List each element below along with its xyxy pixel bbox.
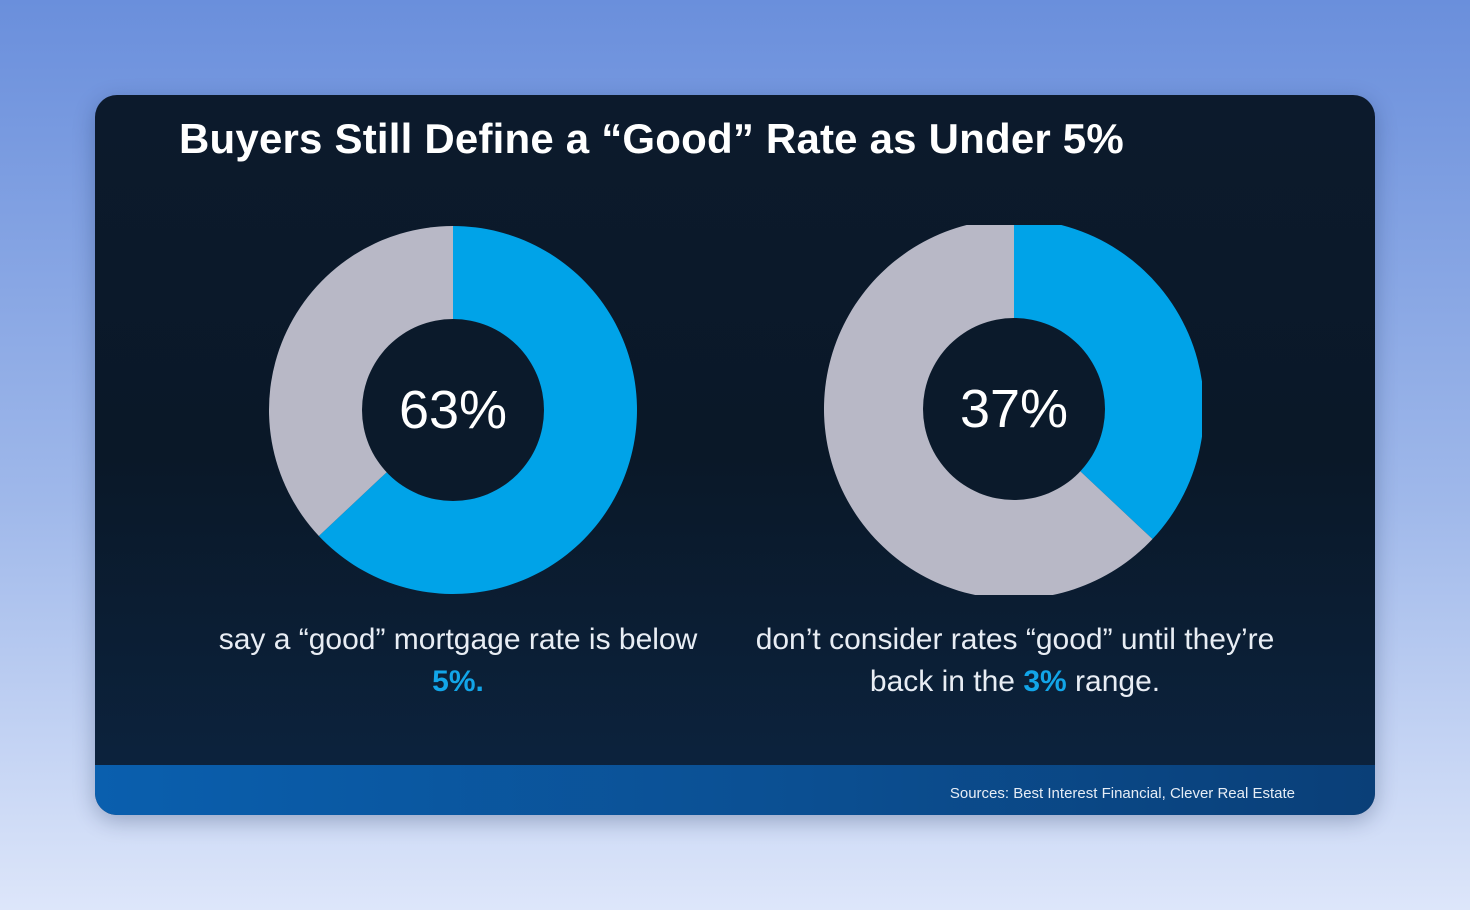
caption-text-end: range.: [1075, 665, 1161, 698]
donut-center-label: 37%: [960, 379, 1068, 439]
donut-center-label: 63%: [399, 380, 507, 440]
slide-title: Buyers Still Define a “Good” Rate as Und…: [179, 115, 1124, 162]
caption-highlight: 5%.: [432, 665, 484, 698]
donut-chart-1: 63%: [268, 226, 637, 594]
caption-text: say a “good” mortgage rate is below: [218, 623, 698, 656]
sources-text: Sources: Best Interest Financial, Clever…: [949, 785, 1295, 802]
donut-chart-2: 37%: [824, 225, 1202, 595]
donut-caption-2: don’t consider rates “good” until they’r…: [755, 619, 1275, 703]
sources-footer-bar: Sources: Best Interest Financial, Clever…: [95, 765, 1375, 815]
donut-hole: [923, 318, 1105, 500]
donut-slice-highlight: [1014, 225, 1202, 540]
caption-highlight: 3%: [1023, 665, 1067, 698]
donut-caption-1: say a “good” mortgage rate is below 5%.: [198, 619, 718, 703]
slide-card: Buyers Still Define a “Good” Rate as Und…: [95, 95, 1375, 815]
donut-slice-remainder: [268, 226, 453, 536]
donut-hole: [362, 319, 544, 501]
caption-text: don’t consider rates “good” until they’r…: [755, 623, 1275, 698]
